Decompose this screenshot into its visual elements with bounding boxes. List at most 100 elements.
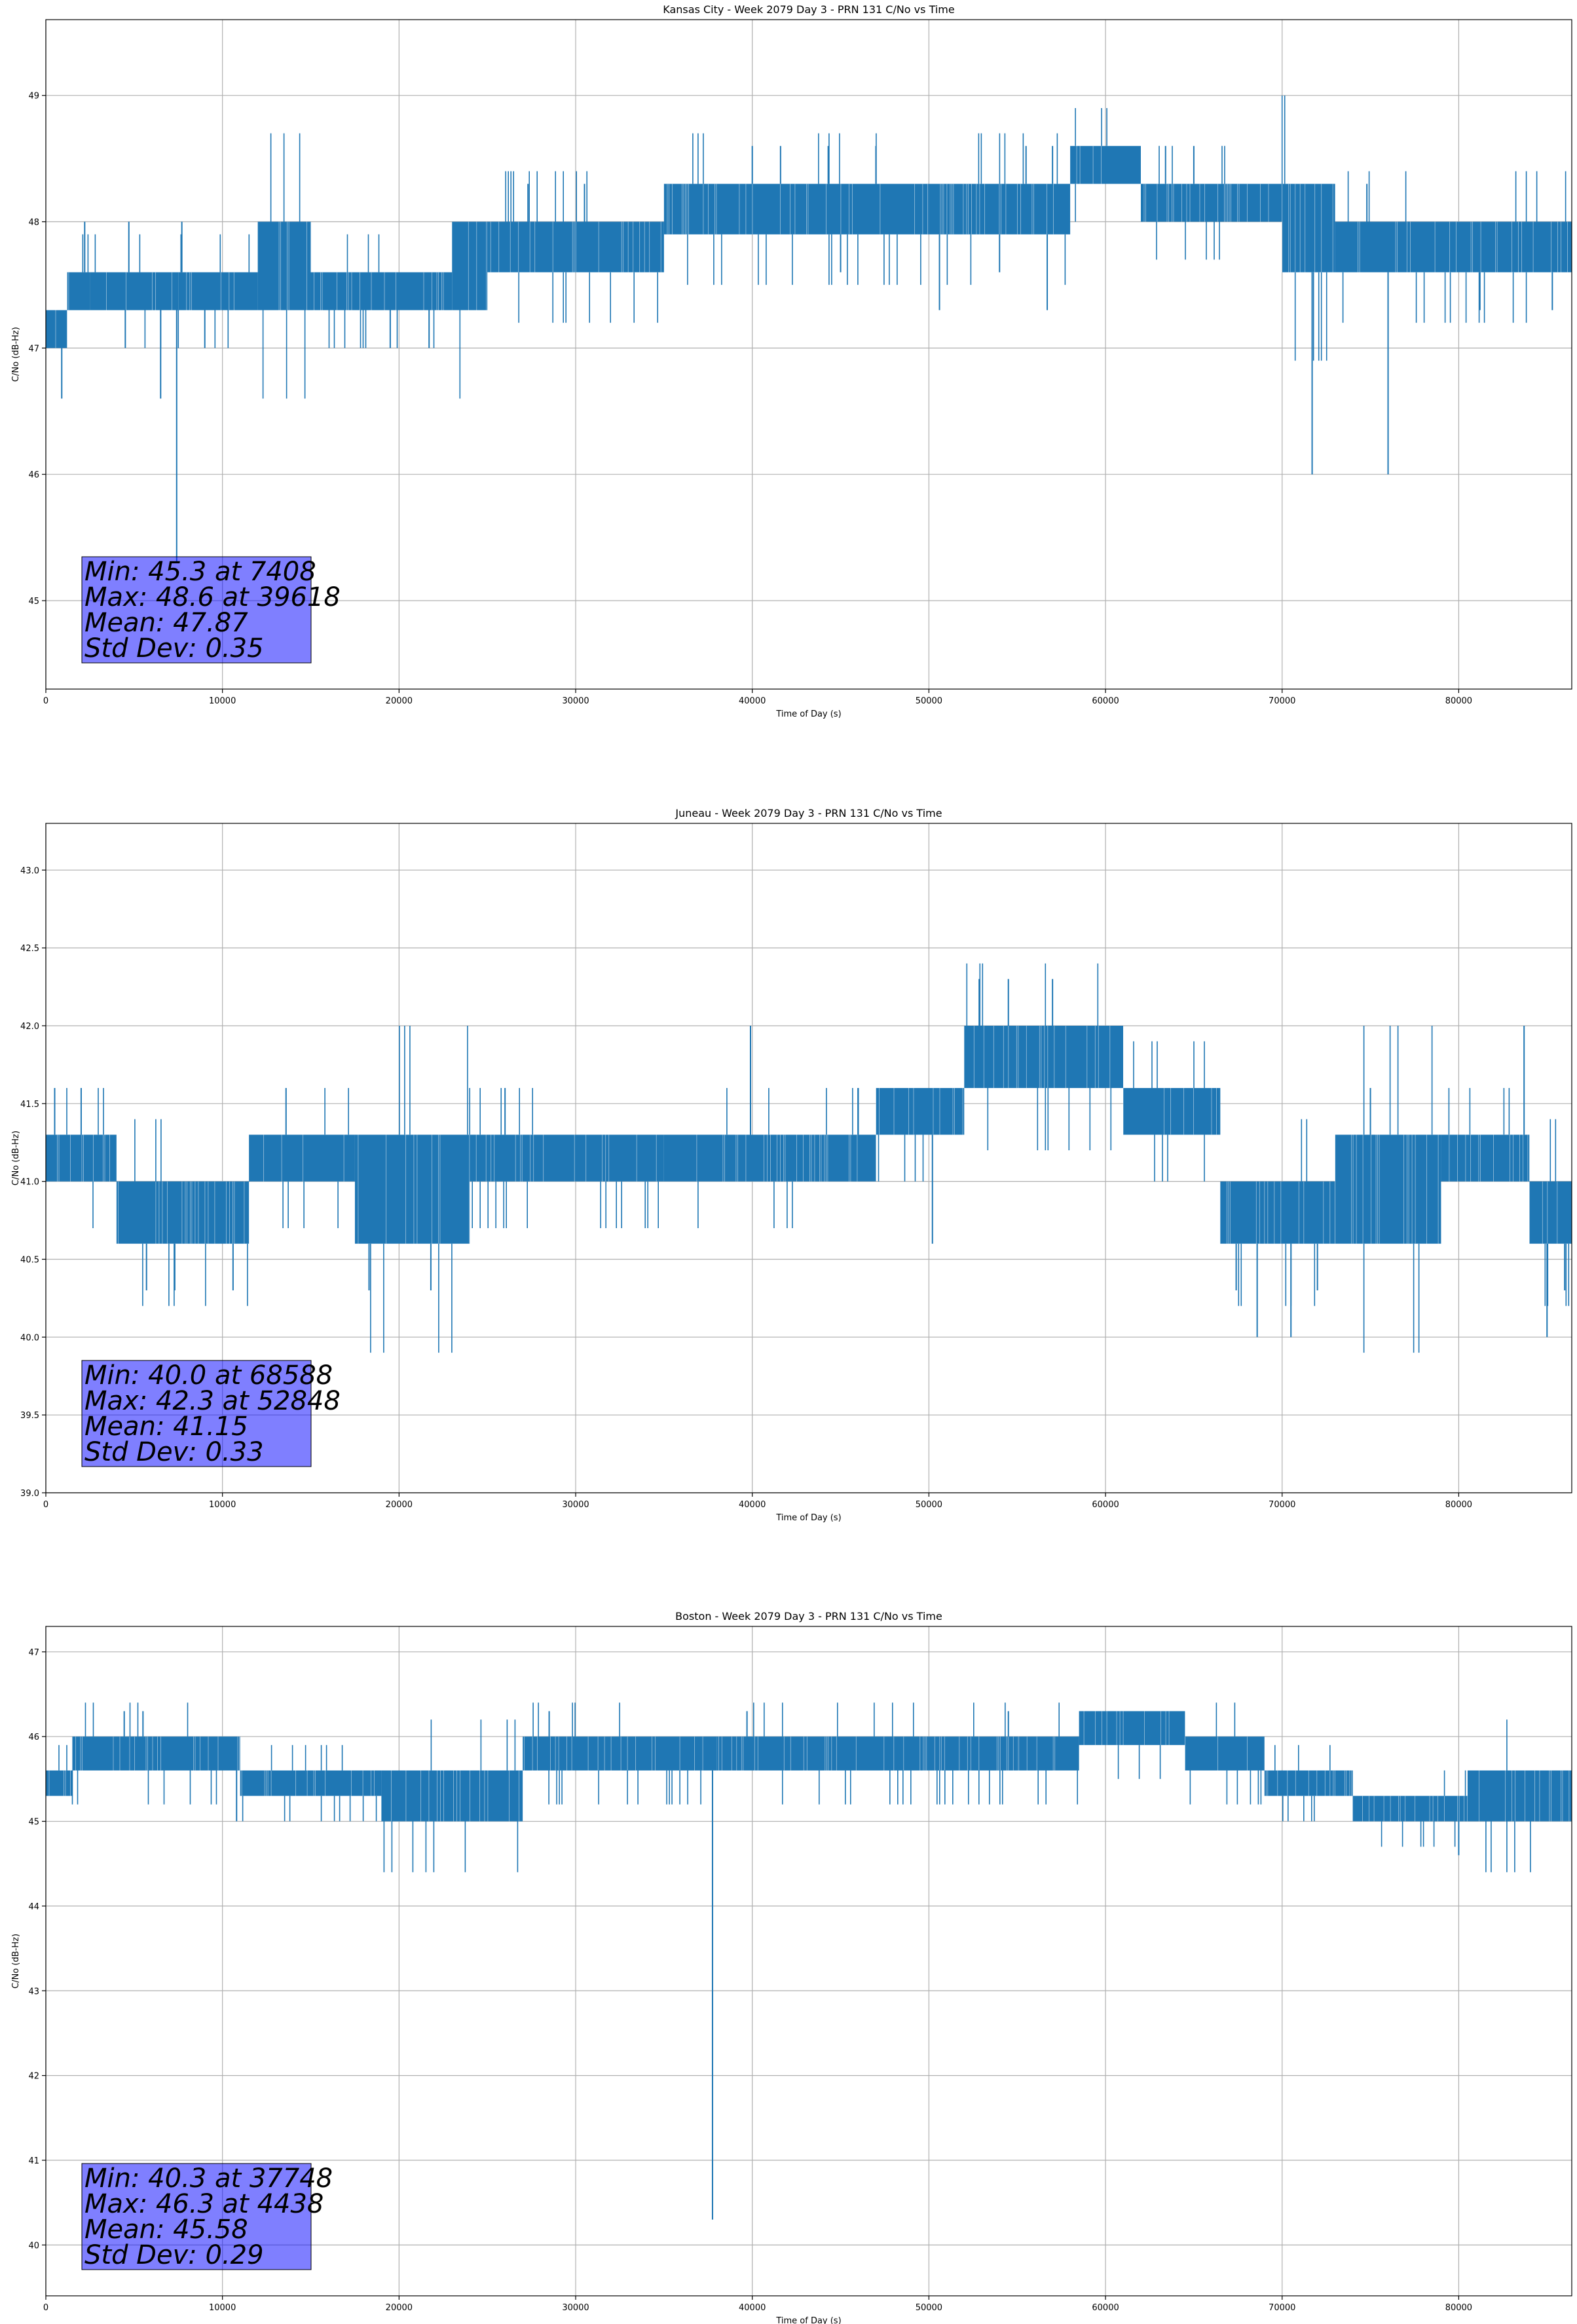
band-texture [118,1181,245,1244]
y-tick-label: 40 [28,2241,39,2251]
stats-std: Std Dev: 0.29 [84,2240,264,2270]
band-texture [48,1770,71,1796]
data-band [1352,1795,1468,1822]
band-texture [1479,1770,1570,1822]
stats-max: Max: 42.3 at 52848 [84,1386,341,1416]
band-excursion [1189,1702,1262,1805]
stats-mean: Mean: 47.87 [84,608,248,638]
series-line [46,963,1572,1353]
stats-mean: Mean: 45.58 [84,2215,248,2245]
data-band [1140,183,1282,222]
data-band [470,1134,664,1182]
data-band [90,272,179,310]
chart-panel-1: 0 10000 20000 30000 40000 50000 60000 70000 8000… [11,3,1572,719]
axes-frame [45,19,1572,690]
stats-max: Max: 46.3 at 4438 [84,2189,324,2219]
series-line [46,1702,1572,2220]
data-band [452,221,488,310]
data-band [46,1770,73,1796]
data-band [1185,1736,1265,1771]
band-texture [391,1770,519,1822]
x-tick-label: 70000 [1269,696,1295,706]
data-band [1017,1736,1079,1771]
y-tick-label: 42.5 [20,944,39,954]
y-tick-label: 47 [28,344,39,354]
y-tick-label: 40.0 [20,1333,39,1343]
data-band [46,1134,117,1182]
band-texture [524,1736,703,1771]
band-texture [263,1134,344,1182]
band-excursion [71,1702,217,1805]
x-tick-label: 20000 [386,2303,413,2313]
y-tick-label: 46 [28,470,39,480]
y-tick-label: 48 [28,218,39,228]
data-band [381,1770,523,1822]
data-band [249,1134,355,1182]
y-tick-label: 41 [28,2156,39,2166]
data-band [1441,1134,1530,1182]
band-texture [1529,1181,1558,1244]
data-band [1282,183,1335,272]
data-band [523,1736,717,1771]
x-tick-label: 60000 [1092,1500,1119,1510]
y-axis-label: C/No (dB-Hz) [11,1131,21,1186]
band-texture [973,1026,1111,1088]
band-excursion [1156,145,1225,260]
band-texture [278,221,307,310]
x-axis-label: Time of Day (s) [775,1513,841,1523]
band-texture [1358,221,1568,272]
x-tick-label: 40000 [739,1500,766,1510]
stats-std: Std Dev: 0.33 [84,1437,264,1467]
y-tick-label: 45 [28,1818,39,1827]
y-tick-label: 46 [28,1733,39,1742]
data-band [310,272,453,310]
x-tick-label: 20000 [386,1500,413,1510]
x-tick-label: 0 [43,1500,48,1510]
band-excursion [946,133,1066,285]
band-excursion [1281,95,1327,361]
band-excursion [1363,1026,1433,1353]
band-texture [186,272,234,310]
x-tick-label: 30000 [562,2303,589,2313]
x-tick-label: 50000 [916,1500,942,1510]
stats-std: Std Dev: 0.35 [84,633,264,664]
band-excursion [1274,1745,1331,1822]
band-texture [490,221,661,272]
x-tick-label: 80000 [1445,696,1472,706]
data-band [72,1736,240,1771]
data-band [663,183,929,234]
data-band [1123,1088,1221,1135]
band-texture [1083,1711,1170,1746]
stats-box-background [81,2163,312,2270]
y-tick-label: 42 [28,2072,39,2082]
chart-title: Boston - Week 2079 Day 3 - PRN 131 C/No … [675,1610,942,1622]
band-texture [468,221,487,310]
x-tick-label: 30000 [562,696,589,706]
x-tick-label: 50000 [916,2303,942,2313]
stats-max: Max: 48.6 at 39618 [84,582,341,612]
band-texture [67,272,69,310]
data-band [46,310,67,348]
band-texture [876,1088,963,1135]
stats-box-background [81,1360,312,1467]
data-band [964,1025,1124,1089]
x-tick-label: 40000 [739,2303,766,2313]
band-excursion [469,1088,659,1228]
band-texture [314,272,444,310]
data-band [354,1134,470,1244]
band-texture [1449,1134,1529,1182]
x-tick-label: 10000 [209,2303,236,2313]
data-band [1529,1181,1572,1244]
band-excursion [753,1702,1006,1805]
band-excursion [66,1088,104,1228]
band-excursion [1037,1702,1078,1805]
band-excursion [177,234,250,348]
x-tick-label: 0 [43,2303,48,2313]
x-tick-label: 30000 [562,1500,589,1510]
band-texture [241,1770,375,1796]
x-tick-label: 40000 [739,696,766,706]
y-tick-label: 40.5 [20,1255,39,1265]
